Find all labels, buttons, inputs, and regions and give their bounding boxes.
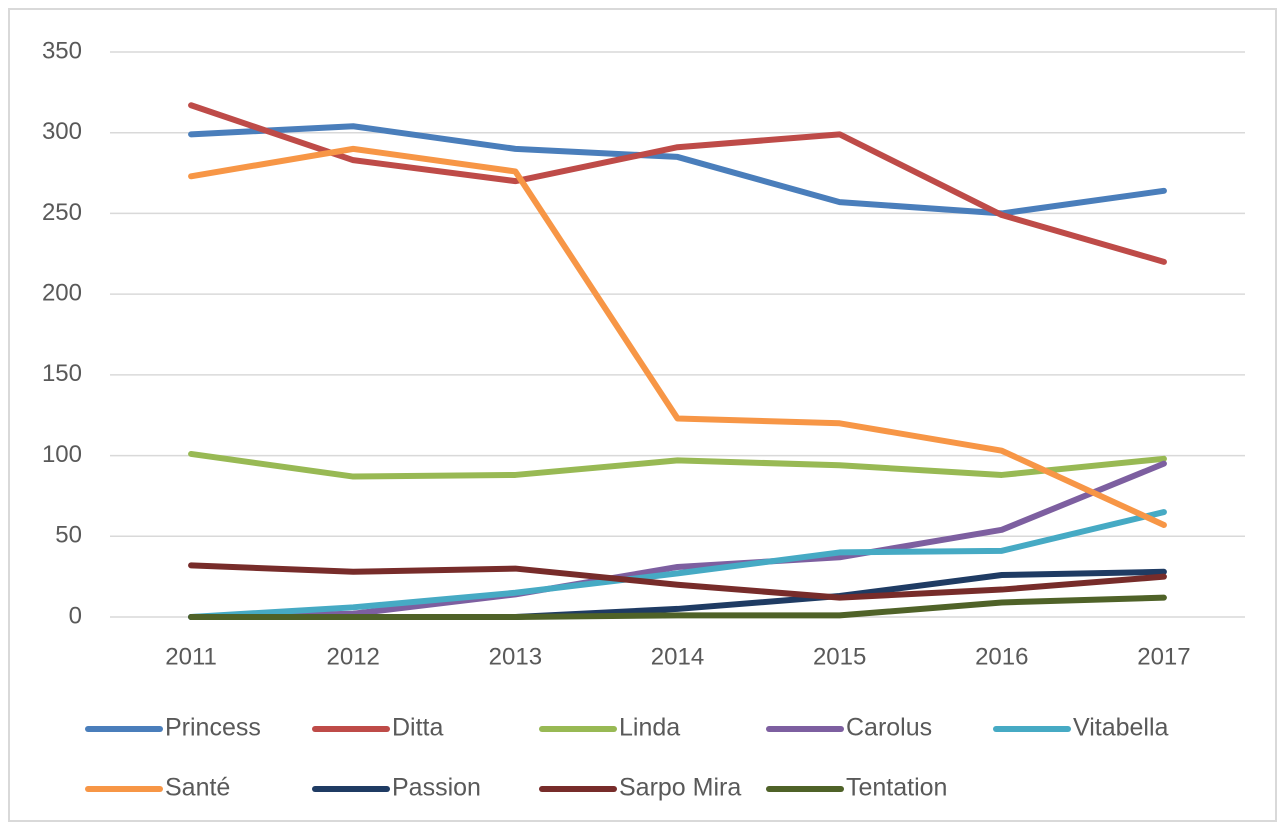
- legend-label: Santé: [165, 774, 230, 802]
- legend-label: Carolus: [846, 714, 932, 742]
- x-tick-label: 2011: [165, 643, 217, 670]
- x-tick-label: 2015: [813, 643, 866, 670]
- y-tick-label: 50: [55, 522, 82, 549]
- y-tick-label: 100: [42, 441, 82, 468]
- y-tick-label: 250: [42, 199, 82, 226]
- series-line: [188, 102, 1167, 265]
- legend-label: Vitabella: [1073, 714, 1169, 742]
- y-tick-label: 150: [42, 360, 82, 387]
- legend-label: Princess: [165, 714, 261, 742]
- x-tick-label: 2017: [1137, 643, 1190, 670]
- y-tick-label: 300: [42, 118, 82, 145]
- legend-label: Passion: [392, 774, 481, 802]
- series-line: [188, 562, 1167, 601]
- legend-label: Tentation: [846, 774, 947, 802]
- series-line: [188, 594, 1167, 620]
- legend-label: Linda: [619, 714, 680, 742]
- x-tick-label: 2012: [327, 643, 380, 670]
- legend-label: Sarpo Mira: [619, 774, 741, 802]
- y-tick-label: 200: [42, 279, 82, 306]
- x-tick-label: 2013: [489, 643, 542, 670]
- series-line: [188, 450, 1167, 480]
- legend-label: Ditta: [392, 714, 444, 742]
- series-line: [188, 509, 1167, 620]
- series-line: [188, 145, 1167, 528]
- y-tick-label: 350: [42, 37, 82, 64]
- series-line: [188, 460, 1167, 620]
- chart-border: [8, 8, 1277, 822]
- x-tick-label: 2016: [975, 643, 1028, 670]
- x-tick-label: 2014: [651, 643, 704, 670]
- y-tick-label: 0: [69, 602, 82, 629]
